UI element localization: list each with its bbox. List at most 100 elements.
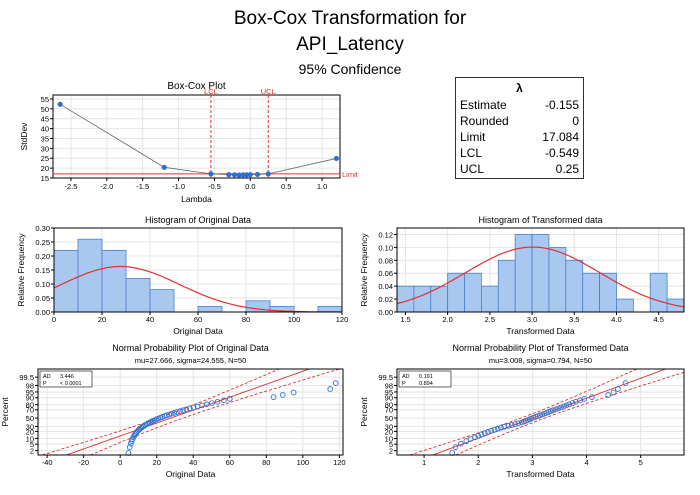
probability-point xyxy=(183,406,190,413)
probability-point xyxy=(270,394,277,400)
stddev-point xyxy=(265,171,271,177)
stats-p-label: P xyxy=(402,381,406,387)
lambda-row-value: 0.25 xyxy=(555,162,579,176)
histogram-bar xyxy=(497,259,516,313)
stats-ad-label: AD xyxy=(43,374,51,380)
y-tick-label: 0.25 xyxy=(35,238,50,247)
chart-title: Normal Probability Plot of Transformed D… xyxy=(452,343,628,353)
x-tick-label: 60 xyxy=(226,458,234,467)
probability-point xyxy=(475,432,482,439)
lambda-row: Estimate -0.155 xyxy=(460,98,579,114)
y-tick-label: 95 xyxy=(26,388,34,397)
stats-p-value: 0.894 xyxy=(419,381,433,387)
x-tick-label: 40 xyxy=(146,315,154,324)
x-tick-label: 60 xyxy=(194,315,202,324)
probability-point xyxy=(555,405,562,412)
probability-point xyxy=(615,386,621,392)
histogram-bar xyxy=(447,272,465,313)
probability-point xyxy=(512,421,518,427)
x-tick-label: -2.0 xyxy=(100,182,113,191)
fitted-line xyxy=(432,369,666,455)
y-tick-label: 80 xyxy=(26,401,34,410)
lambda-row-label: UCL xyxy=(460,162,485,176)
histogram-bar xyxy=(101,249,127,313)
probability-point xyxy=(560,403,567,410)
probability-point xyxy=(214,398,221,405)
lambda-row-label: Rounded xyxy=(460,114,509,128)
histogram-bar xyxy=(317,305,343,313)
lambda-row-value: -0.155 xyxy=(544,98,579,112)
histogram-bar xyxy=(514,234,533,313)
y-tick-label: 0.10 xyxy=(378,243,393,252)
stddev-point xyxy=(231,172,238,178)
lcl-label: LCL xyxy=(204,87,218,96)
histogram-bar xyxy=(616,298,634,313)
y-tick-label: 30 xyxy=(41,144,49,153)
probability-point xyxy=(563,402,570,409)
y-tick-label: 0.12 xyxy=(378,230,393,239)
fit-lines xyxy=(42,369,340,455)
y-tick-label: 25 xyxy=(41,154,49,163)
stddev-point xyxy=(208,171,214,177)
histogram-bar xyxy=(53,249,79,313)
probability-point xyxy=(515,420,522,427)
y-tick-label: 0.20 xyxy=(35,252,50,261)
probability-point xyxy=(505,423,512,429)
stddev-point xyxy=(226,172,232,178)
lambda-row: Rounded 0 xyxy=(460,114,579,130)
y-tick-label: 98 xyxy=(26,381,34,390)
stddev-point xyxy=(161,164,167,170)
y-axis-label: Percent xyxy=(359,397,369,427)
x-tick-label: 20 xyxy=(153,458,161,467)
probability-point xyxy=(171,409,178,416)
lambda-row-label: Limit xyxy=(460,130,486,144)
probability-point xyxy=(177,408,183,414)
stats-ad-value: 3.446 xyxy=(60,374,74,380)
probability-point xyxy=(566,401,573,408)
x-axis-label: Lambda xyxy=(181,194,212,204)
probability-point xyxy=(508,422,515,428)
probability-point xyxy=(327,386,334,392)
probability-point xyxy=(186,405,193,412)
y-tick-label: 0.15 xyxy=(35,266,50,275)
lower-confidence-band xyxy=(42,369,280,455)
histogram-bar xyxy=(531,234,550,313)
y-tick-label: 40 xyxy=(41,125,49,134)
y-tick-label: 70 xyxy=(26,406,34,415)
y-tick-label: 0.05 xyxy=(35,294,50,303)
stddev-point xyxy=(254,171,261,178)
chart-title: Normal Probability Plot of Original Data xyxy=(112,343,269,353)
stats-p-value: < 0.0001 xyxy=(60,381,82,387)
histogram-bar xyxy=(481,285,499,313)
y-tick-label: 0.30 xyxy=(35,224,50,233)
y-tick-label: 20 xyxy=(41,164,49,173)
histogram-bar xyxy=(548,246,567,313)
lambda-row: UCL 0.25 xyxy=(460,162,579,178)
y-axis-label: Relative Frequency xyxy=(16,233,26,307)
lambda-table-header: λ xyxy=(516,81,523,95)
y-tick-label: 15 xyxy=(41,174,49,183)
plot-frame xyxy=(396,368,685,456)
stats-box xyxy=(39,370,93,388)
stddev-point xyxy=(236,172,242,178)
probability-point xyxy=(610,389,617,396)
upper-confidence-band xyxy=(455,371,684,455)
y-tick-label: 5 xyxy=(389,440,393,449)
stddev-point xyxy=(240,172,246,178)
y-tick-label: 55 xyxy=(41,95,49,104)
x-tick-label: 100 xyxy=(297,458,310,467)
probability-point xyxy=(605,392,612,398)
y-tick-label: 2 xyxy=(30,447,34,456)
probability-point xyxy=(569,400,576,406)
x-tick-label: 2.5 xyxy=(485,315,495,324)
x-tick-label: -0.5 xyxy=(208,182,221,191)
x-tick-label: 1.5 xyxy=(400,315,410,324)
x-tick-label: 120 xyxy=(333,458,346,467)
stats-box xyxy=(398,370,452,388)
lambda-row-value: 0 xyxy=(572,114,579,128)
probability-point xyxy=(126,444,133,450)
y-tick-label: 98 xyxy=(385,381,393,390)
probability-point xyxy=(491,426,498,433)
y-tick-label: 70 xyxy=(385,406,393,415)
probability-point xyxy=(166,411,172,418)
